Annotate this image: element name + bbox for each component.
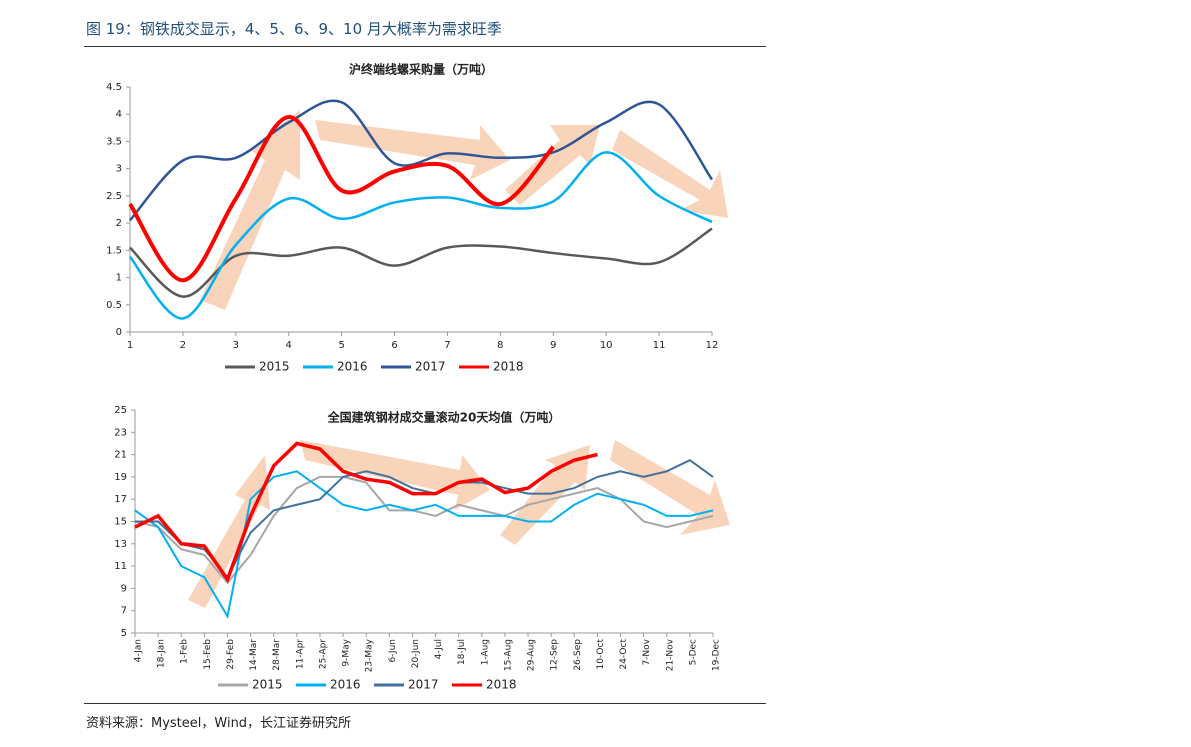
legend-label: 2017 [415,360,446,374]
x-tick-label: 1-Aug [480,639,490,665]
y-tick-label: 3.5 [106,136,122,147]
legend-label: 2018 [486,678,517,692]
x-tick-label: 23-May [365,638,375,672]
x-tick-label: 1 [127,340,133,351]
legend-label: 2016 [330,678,361,692]
x-tick-label: 6-Jun [388,639,398,663]
x-tick-label: 24-Oct [619,639,629,670]
series-line [134,470,714,620]
y-tick-label: 23 [114,427,127,438]
y-tick-label: 13 [114,539,127,550]
x-tick-label: 15-Feb [203,639,213,670]
x-tick-label: 29-Aug [527,639,537,671]
x-tick-label: 28-Mar [272,639,282,671]
x-tick-label: 14-Mar [249,639,259,671]
y-tick-label: 25 [114,405,127,416]
y-tick-label: 4.5 [106,82,122,93]
x-tick-label: 15-Aug [503,639,513,671]
x-tick-label: 8 [497,340,503,351]
x-tick-label: 7 [444,340,450,351]
x-tick-label: 11 [653,340,666,351]
y-tick-label: 2 [116,218,122,229]
y-tick-label: 1 [116,273,122,284]
x-tick-label: 18-Jan [157,639,167,668]
legend-label: 2018 [493,360,524,374]
chart-title: 全国建筑钢材成交量滚动20天均值（万吨） [327,410,561,425]
x-tick-label: 26-Sep [573,639,583,671]
x-tick-label: 10-Oct [596,639,606,670]
x-tick-label: 25-Apr [318,639,328,669]
series-line [134,441,598,584]
series-line [129,99,714,222]
x-tick-label: 10 [600,340,613,351]
y-tick-label: 19 [114,472,127,483]
rule [84,703,766,704]
x-tick-label: 18-Jul [457,639,467,665]
series-line [129,151,713,320]
y-tick-label: 3 [116,164,122,175]
x-tick-label: 12 [706,340,719,351]
x-tick-label: 11-Apr [295,639,305,669]
x-tick-label: 4 [286,340,292,351]
x-tick-label: 9-May [342,638,352,666]
x-tick-label: 5 [338,340,344,351]
y-tick-label: 2.5 [106,191,122,202]
x-tick-label: 7-Nov [642,638,652,665]
y-tick-label: 7 [121,606,127,617]
y-tick-label: 5 [121,628,127,639]
legend-label: 2015 [259,360,290,374]
y-tick-label: 1.5 [106,245,122,256]
series-line [128,114,555,283]
rule [84,46,766,47]
x-tick-label: 20-Jun [411,639,421,668]
y-tick-label: 17 [114,494,127,505]
y-tick-label: 11 [114,561,127,572]
y-tick-label: 0.5 [106,300,122,311]
y-tick-label: 0 [116,327,122,338]
legend-label: 2016 [337,360,368,374]
y-tick-label: 4 [116,109,122,120]
y-tick-label: 21 [114,450,127,461]
x-tick-label: 4-Jul [434,639,444,659]
x-tick-label: 21-Nov [665,638,675,671]
x-tick-label: 1-Feb [180,639,190,664]
x-tick-label: 3 [233,340,239,351]
figure-title: 图 19：钢铁成交显示，4、5、6、9、10 月大概率为需求旺季 [86,20,502,38]
x-tick-label: 5-Dec [688,639,698,665]
x-tick-label: 12-Sep [550,639,560,671]
source: 资料来源：Mysteel，Wind，长江证券研究所 [86,716,352,731]
legend-label: 2015 [252,678,283,692]
chart-title: 沪终端线螺采购量（万吨） [349,62,493,77]
y-tick-label: 9 [121,583,127,594]
x-tick-label: 2 [180,340,186,351]
x-tick-label: 19-Dec [712,639,722,671]
x-tick-label: 4-Jan [134,639,144,662]
x-tick-label: 9 [550,340,556,351]
y-tick-label: 15 [114,517,127,528]
x-tick-label: 29-Feb [226,639,236,670]
legend-label: 2017 [408,678,439,692]
x-tick-label: 6 [391,340,397,351]
